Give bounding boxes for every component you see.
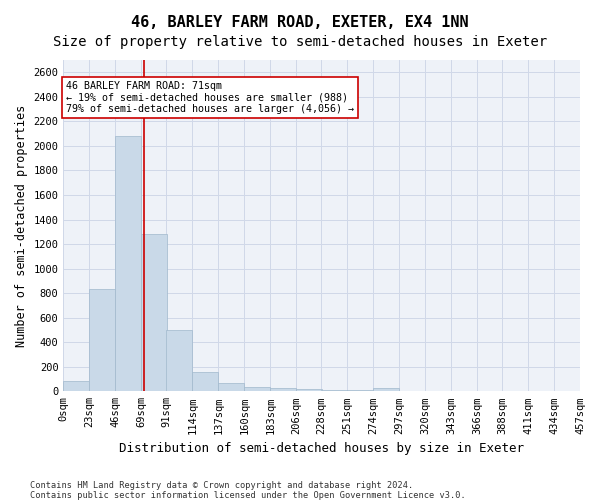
Bar (192, 372, 218, 392)
Y-axis label: Number of semi-detached properties: Number of semi-detached properties (15, 104, 28, 347)
Text: 46 BARLEY FARM ROAD: 71sqm
← 19% of semi-detached houses are smaller (988)
79% o: 46 BARLEY FARM ROAD: 71sqm ← 19% of semi… (65, 81, 353, 114)
Bar (373, 388, 399, 392)
Text: Contains HM Land Registry data © Crown copyright and database right 2024.: Contains HM Land Registry data © Crown c… (30, 481, 413, 490)
X-axis label: Distribution of semi-detached houses by size in Exeter: Distribution of semi-detached houses by … (119, 442, 524, 455)
Bar (270, 388, 296, 392)
Bar (142, 234, 167, 392)
Text: Size of property relative to semi-detached houses in Exeter: Size of property relative to semi-detach… (53, 35, 547, 49)
Bar (218, 384, 244, 392)
Bar (166, 330, 192, 392)
Bar (296, 390, 322, 392)
Text: 46, BARLEY FARM ROAD, EXETER, EX4 1NN: 46, BARLEY FARM ROAD, EXETER, EX4 1NN (131, 15, 469, 30)
Bar (115, 136, 142, 392)
Bar (399, 390, 425, 392)
Bar (89, 290, 115, 392)
Bar (244, 387, 270, 392)
Bar (321, 390, 347, 392)
Bar (425, 390, 451, 392)
Bar (347, 390, 373, 392)
Text: Contains public sector information licensed under the Open Government Licence v3: Contains public sector information licen… (30, 491, 466, 500)
Bar (64, 382, 89, 392)
